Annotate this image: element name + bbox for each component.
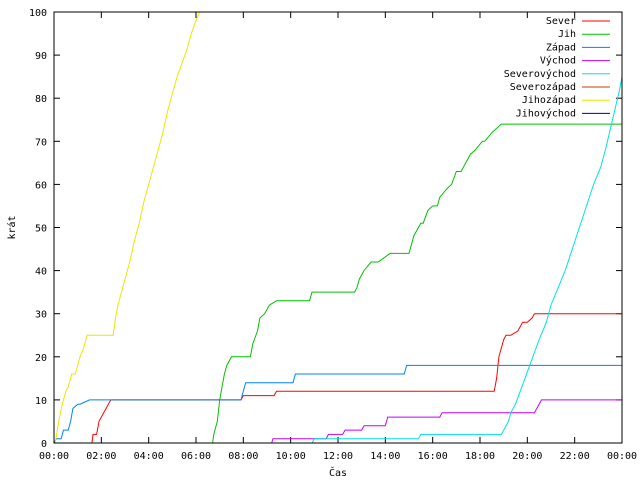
series-line-1 [212,123,622,444]
x-tick-label: 14:00 [370,451,400,462]
x-tick-label: 22:00 [560,451,590,462]
y-tick-label: 0 [41,439,47,450]
x-tick-label: 00:00 [39,451,69,462]
series-line-6 [54,11,201,444]
x-tick-label: 12:00 [323,451,353,462]
x-axis-title: Čas [329,466,347,479]
x-axis-ticks: 00:00 02:00 04:00 06:00 08:00 10:00 12:00 14:00… [39,12,637,462]
y-tick-label: 90 [35,51,47,62]
legend-label-0: Sever [546,16,576,27]
y-tick-label: 40 [35,267,47,278]
legend-label-4: Severovýchod [504,68,576,80]
y-tick-label: 10 [35,396,47,407]
series-line-2 [53,364,622,444]
legend-label-2: Západ [546,41,576,53]
y-axis-ticks: 0 10 20 30 40 50 60 70 80 90 100 [29,8,622,450]
x-tick-label: 04:00 [134,451,164,462]
legend-label-1: Jih [558,29,576,40]
plot-frame [53,11,623,444]
y-tick-label: 20 [35,353,47,364]
series-line-0 [91,313,622,444]
x-tick-label: 16:00 [418,451,448,462]
x-tick-label: 10:00 [276,451,306,462]
x-tick-label: 20:00 [512,451,542,462]
series-line-4 [311,76,623,444]
legend-label-5: Severozápad [510,81,576,93]
x-tick-label: 18:00 [465,451,495,462]
y-tick-label: 30 [35,310,47,321]
legend-label-6: Jihozápad [522,94,576,106]
series-line-3 [271,399,622,444]
x-tick-label: 06:00 [181,451,211,462]
y-tick-label: 100 [29,8,47,19]
y-axis-title: krát [6,215,18,239]
y-tick-label: 80 [35,94,47,105]
y-tick-label: 70 [35,137,47,148]
series-lines [53,11,623,444]
x-tick-label: 00:00 [607,451,637,462]
legend-label-7: Jihovýchod [516,107,576,119]
legend-label-3: Východ [540,55,576,67]
x-tick-label: 08:00 [228,451,258,462]
x-tick-label: 02:00 [86,451,116,462]
y-tick-label: 60 [35,180,47,191]
y-tick-label: 50 [35,224,47,235]
